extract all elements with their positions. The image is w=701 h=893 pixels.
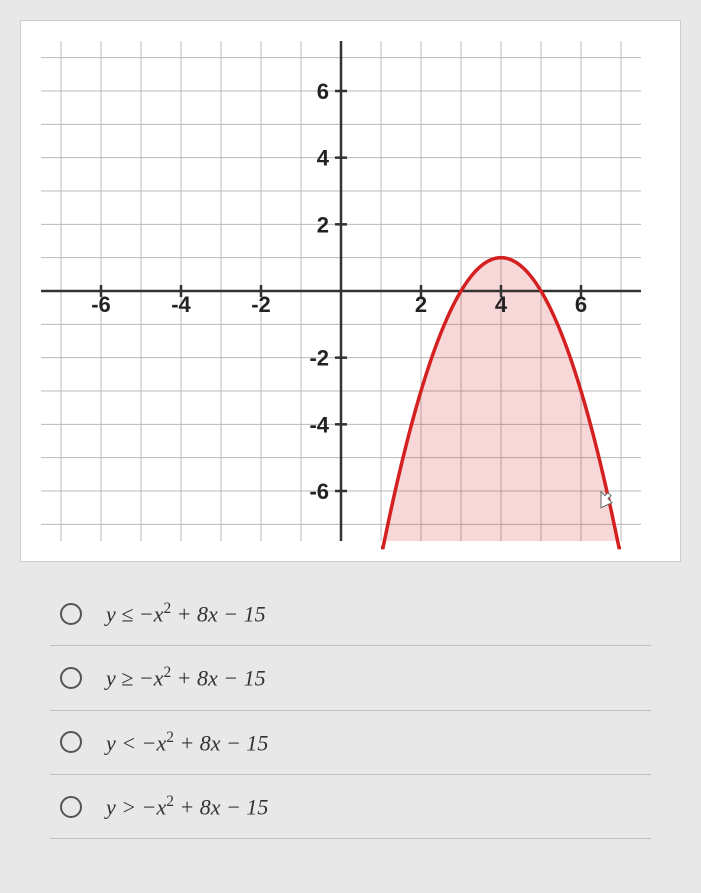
svg-text:-4: -4 <box>309 412 329 437</box>
svg-text:-6: -6 <box>309 479 329 504</box>
radio-icon <box>60 667 82 689</box>
option-b[interactable]: y ≥ −x2 + 8x − 15 <box>50 646 651 710</box>
radio-icon <box>60 603 82 625</box>
svg-text:4: 4 <box>317 146 330 171</box>
answer-options: y ≤ −x2 + 8x − 15 y ≥ −x2 + 8x − 15 y < … <box>20 582 681 839</box>
graph-panel: -6 -4 -2 2 4 6 -6 -4 -2 2 4 6 <box>20 20 681 562</box>
option-a[interactable]: y ≤ −x2 + 8x − 15 <box>50 582 651 646</box>
svg-text:-6: -6 <box>91 292 111 317</box>
svg-text:2: 2 <box>317 212 329 237</box>
svg-text:-4: -4 <box>171 292 191 317</box>
svg-text:6: 6 <box>575 292 587 317</box>
option-c-label: y < −x2 + 8x − 15 <box>106 729 268 756</box>
svg-text:-2: -2 <box>251 292 271 317</box>
option-d-label: y > −x2 + 8x − 15 <box>106 793 268 820</box>
radio-icon <box>60 796 82 818</box>
inequality-chart: -6 -4 -2 2 4 6 -6 -4 -2 2 4 6 <box>31 31 651 551</box>
option-c[interactable]: y < −x2 + 8x − 15 <box>50 711 651 775</box>
svg-text:4: 4 <box>495 292 508 317</box>
radio-icon <box>60 731 82 753</box>
svg-text:2: 2 <box>415 292 427 317</box>
option-b-label: y ≥ −x2 + 8x − 15 <box>106 664 266 691</box>
option-d[interactable]: y > −x2 + 8x − 15 <box>50 775 651 839</box>
svg-text:6: 6 <box>317 79 329 104</box>
option-a-label: y ≤ −x2 + 8x − 15 <box>106 600 266 627</box>
svg-text:-2: -2 <box>309 346 329 371</box>
